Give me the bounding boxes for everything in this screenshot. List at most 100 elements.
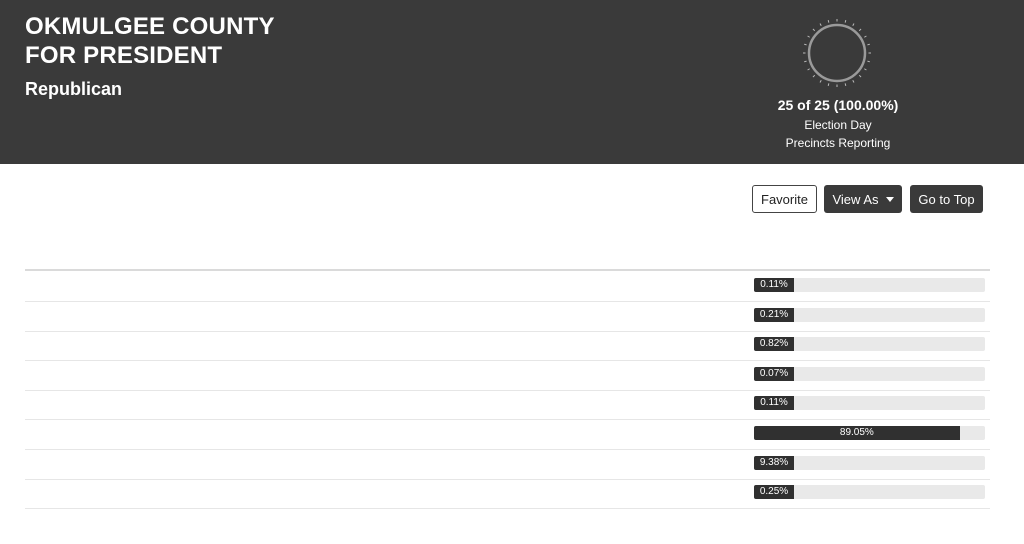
cell-name xyxy=(40,366,240,382)
cell-absentee xyxy=(272,484,382,500)
vote-share-bar: 89.05% xyxy=(754,426,985,440)
vote-share-bar: 0.11% xyxy=(754,278,985,292)
row-divider xyxy=(25,331,990,332)
ring-tick xyxy=(812,74,816,78)
view-as-dropdown-button[interactable]: View As xyxy=(824,185,902,213)
cell-eday xyxy=(522,425,632,441)
ring-tick xyxy=(844,20,847,23)
header-divider xyxy=(25,269,990,271)
cell-total xyxy=(635,307,745,323)
favorite-button[interactable]: Favorite xyxy=(752,185,817,213)
go-to-top-button[interactable]: Go to Top xyxy=(910,185,983,213)
total-eday xyxy=(522,514,632,530)
total-absentee xyxy=(272,514,382,530)
vote-share-bar-fill: 0.25% xyxy=(754,485,794,499)
cell-absentee xyxy=(272,307,382,323)
cell-name xyxy=(40,425,240,441)
vote-share-bar: 0.21% xyxy=(754,308,985,322)
cell-total xyxy=(635,455,745,471)
cell-name xyxy=(40,277,240,293)
ring-tick xyxy=(807,68,810,71)
cell-total xyxy=(635,277,745,293)
cell-absentee xyxy=(272,425,382,441)
cell-eday xyxy=(522,455,632,471)
cell-total xyxy=(635,425,745,441)
row-divider xyxy=(25,479,990,480)
vote-share-bar: 0.11% xyxy=(754,396,985,410)
ring-tick xyxy=(864,35,867,38)
reporting-label-election-day: Election Day xyxy=(804,118,872,132)
cell-absentee xyxy=(272,336,382,352)
cell-eday xyxy=(522,277,632,293)
cell-early xyxy=(394,307,504,323)
ring-tick xyxy=(864,68,867,71)
row-divider xyxy=(25,360,990,361)
row-divider xyxy=(25,419,990,420)
cell-early xyxy=(394,277,504,293)
row-divider xyxy=(25,301,990,302)
cell-early xyxy=(394,425,504,441)
cell-total xyxy=(635,484,745,500)
caret-down-icon xyxy=(885,197,894,202)
vote-share-bar-fill: 89.05% xyxy=(754,426,960,440)
cell-early xyxy=(394,484,504,500)
cell-absentee xyxy=(272,455,382,471)
vote-share-bar-fill: 9.38% xyxy=(754,456,794,470)
ring-tick xyxy=(827,83,830,86)
page-title: OKMULGEE COUNTY FOR PRESIDENT xyxy=(25,12,275,70)
cell-eday xyxy=(522,366,632,382)
cell-early xyxy=(394,395,504,411)
ring-tick xyxy=(858,28,862,32)
cell-eday xyxy=(522,395,632,411)
vote-share-bar-fill: 0.82% xyxy=(754,337,794,351)
vote-share-bar: 0.82% xyxy=(754,337,985,351)
row-divider xyxy=(25,390,990,391)
vote-share-bar-fill: 0.07% xyxy=(754,367,794,381)
cell-name xyxy=(40,484,240,500)
row-divider xyxy=(25,449,990,450)
cell-total xyxy=(635,366,745,382)
ring-tick xyxy=(858,74,862,78)
vote-share-bar-fill: 0.21% xyxy=(754,308,794,322)
cell-absentee xyxy=(272,395,382,411)
cell-name xyxy=(40,336,240,352)
total-label xyxy=(40,514,240,530)
cell-eday xyxy=(522,484,632,500)
reporting-label-precincts: Precincts Reporting xyxy=(785,136,891,150)
ring-tick xyxy=(812,28,816,32)
vote-share-bar: 0.07% xyxy=(754,367,985,381)
ring-tick xyxy=(852,80,855,83)
cell-early xyxy=(394,336,504,352)
ring-tick xyxy=(844,83,847,86)
vote-share-bar: 9.38% xyxy=(754,456,985,470)
vote-share-bar: 0.25% xyxy=(754,485,985,499)
reporting-ring xyxy=(807,23,867,83)
results-header: OKMULGEE COUNTY FOR PRESIDENT Republican… xyxy=(0,0,1024,164)
ring-tick xyxy=(827,20,830,23)
ring-tick xyxy=(804,60,807,63)
ring-tick xyxy=(804,43,807,46)
title-line-1: OKMULGEE COUNTY xyxy=(25,13,275,40)
cell-early xyxy=(394,366,504,382)
total-early xyxy=(394,514,504,530)
cell-total xyxy=(635,336,745,352)
vote-share-bar-fill: 0.11% xyxy=(754,396,794,410)
reporting-count: 25 of 25 (100.00%) xyxy=(777,97,899,113)
cell-total xyxy=(635,395,745,411)
cell-name xyxy=(40,307,240,323)
cell-absentee xyxy=(272,366,382,382)
ring-tick xyxy=(819,80,822,83)
total-total xyxy=(635,514,745,530)
ring-tick xyxy=(867,43,870,46)
view-as-label: View As xyxy=(832,191,879,207)
cell-early xyxy=(394,455,504,471)
cell-name xyxy=(40,395,240,411)
cell-name xyxy=(40,455,240,471)
ring-tick xyxy=(807,35,810,38)
cell-eday xyxy=(522,336,632,352)
precincts-reporting-ring-icon xyxy=(803,19,871,87)
title-line-2: FOR PRESIDENT xyxy=(25,42,223,69)
cell-eday xyxy=(522,307,632,323)
ring-tick xyxy=(819,23,822,26)
party-label: Republican xyxy=(25,79,123,99)
